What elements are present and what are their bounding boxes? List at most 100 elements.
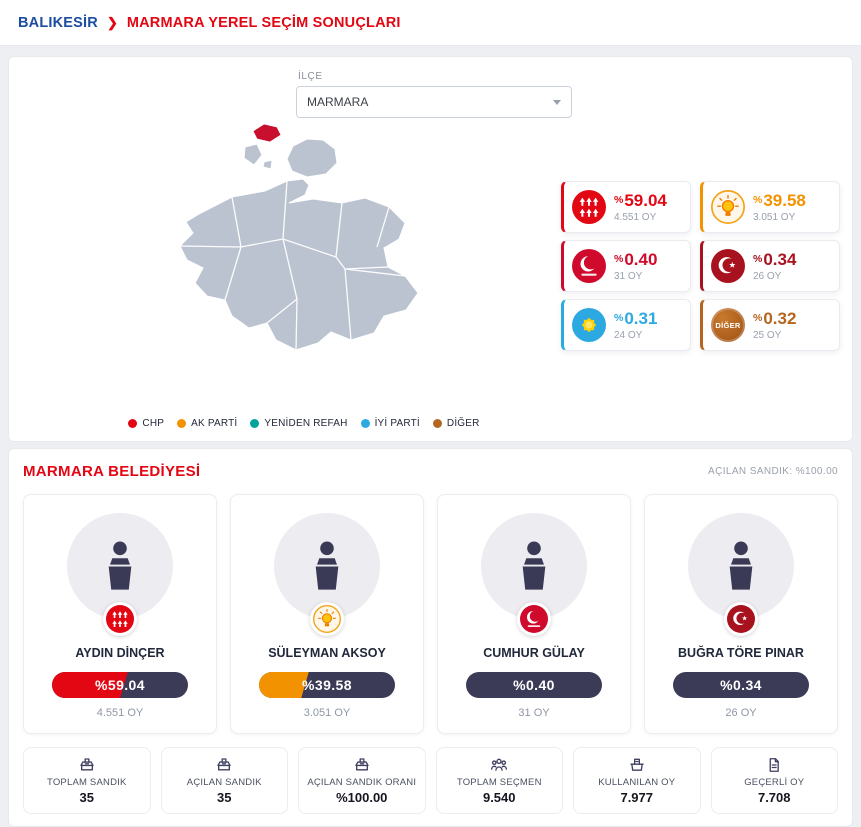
legend-dot [360, 419, 370, 428]
stat-value: 9.540 [482, 790, 516, 805]
legend-dot [177, 419, 187, 428]
opened-ballot-label: AÇILAN SANDIK: %100.00 [708, 466, 838, 477]
province-map [137, 119, 507, 373]
yenidenrefah-logo-icon [520, 605, 548, 633]
zafer-logo-icon [727, 605, 755, 633]
legend-item: DİĞER [432, 418, 480, 429]
candidate-percent-bar: %0.40 [466, 672, 602, 698]
ballot-box-icon [80, 758, 94, 771]
candidate-percent-bar: %59.04 [52, 672, 188, 698]
breadcrumb-city-link[interactable]: BALIKESİR [18, 14, 98, 31]
podium-speaker-icon [315, 541, 339, 590]
stat-value: 35 [79, 790, 94, 805]
ballot-box-icon [217, 758, 231, 771]
result-percent: %59.04 [614, 190, 667, 210]
candidate-percent: %39.58 [302, 677, 352, 693]
candidate-votes: 26 OY [725, 707, 757, 719]
iyiparti-logo-icon [572, 308, 606, 342]
district-borders [179, 180, 406, 351]
district-filter-label: İLÇE [298, 71, 323, 82]
stat-gecerli-oy: GEÇERLİ OY 7.708 [710, 747, 838, 814]
map-legend: CHP AK PARTİ YENİDEN REFAH İYİ PARTİ DİĞ… [119, 418, 489, 429]
district-select[interactable]: MARMARA [296, 86, 572, 118]
stat-value: 7.708 [757, 790, 791, 805]
yenidenrefah-logo-icon [572, 249, 606, 283]
candidate-percent-bar: %39.58 [259, 672, 395, 698]
stat-value: 7.977 [620, 790, 654, 805]
municipality-header: MARMARA BELEDİYESİ AÇILAN SANDIK: %100.0… [23, 463, 838, 480]
candidate-percent: %0.34 [720, 677, 762, 693]
candidate-name: BUĞRA TÖRE PINAR [678, 646, 804, 660]
stats-row: TOPLAM SANDIK 35 AÇILAN SANDIK 35 AÇILAN… [23, 747, 838, 814]
result-card-chp: %59.04 4.551 OY [561, 181, 691, 233]
chp-logo-icon [106, 605, 134, 633]
stat-toplam-sandik: TOPLAM SANDIK 35 [23, 747, 151, 814]
candidate-card: BUĞRA TÖRE PINAR %0.34 26 OY [644, 494, 838, 734]
result-votes: 24 OY [614, 329, 643, 341]
candidate-percent: %0.40 [513, 677, 555, 693]
stat-label: TOPLAM SANDIK [47, 777, 127, 788]
candidate-name: CUMHUR GÜLAY [483, 646, 585, 660]
result-percent: %0.34 [753, 249, 797, 269]
result-votes: 4.551 OY [614, 211, 657, 223]
stat-acilan-sandik-orani: AÇILAN SANDIK ORANI %100.00 [298, 747, 426, 814]
ballot-box-icon [355, 758, 369, 771]
district-shape-peninsula [286, 138, 338, 178]
stat-label: KULLANILAN OY [598, 777, 676, 788]
breadcrumb: BALIKESİR ❯ MARMARA YEREL SEÇİM SONUÇLAR… [0, 0, 861, 46]
district-shape-island [243, 143, 263, 166]
candidate-avatar [274, 513, 380, 619]
result-percent: %39.58 [753, 190, 806, 210]
district-filter: İLÇE MARMARA [296, 71, 572, 118]
candidate-votes: 4.551 OY [96, 707, 144, 719]
stat-label: AÇILAN SANDIK ORANI [307, 777, 417, 788]
party-results-grid: %59.04 4.551 OY %39.58 3.051 OY [561, 181, 840, 351]
candidate-party-badge [310, 602, 344, 636]
candidate-percent: %59.04 [95, 677, 145, 693]
municipality-title: MARMARA BELEDİYESİ [23, 463, 201, 480]
candidate-cards: AYDIN DİNÇER %59.04 4.551 OY [23, 494, 838, 734]
chp-logo-icon [572, 190, 606, 224]
chevron-right-icon: ❯ [106, 14, 118, 30]
podium-speaker-icon [108, 541, 132, 590]
akparti-logo-icon [711, 190, 745, 224]
podium-speaker-icon [522, 541, 546, 590]
result-percent: %0.32 [753, 308, 797, 328]
stat-label: GEÇERLİ OY [744, 777, 805, 788]
result-card-iyiparti: %0.31 24 OY [561, 299, 691, 351]
podium-speaker-icon [729, 541, 753, 590]
province-map-svg [179, 123, 419, 351]
stat-value: %100.00 [336, 790, 388, 805]
zafer-logo-icon [711, 249, 745, 283]
result-card-zafer: %0.34 26 OY [700, 240, 840, 292]
vote-cast-icon [630, 758, 644, 771]
result-percent: %0.40 [614, 249, 658, 269]
legend-item: İYİ PARTİ [360, 418, 420, 429]
municipality-section: MARMARA BELEDİYESİ AÇILAN SANDIK: %100.0… [8, 448, 853, 827]
document-icon [769, 758, 780, 772]
result-votes: 26 OY [753, 270, 782, 282]
page-title: MARMARA YEREL SEÇİM SONUÇLARI [126, 14, 401, 31]
candidate-avatar [688, 513, 794, 619]
legend-item: YENİDEN REFAH [250, 418, 347, 429]
stat-acilan-sandik: AÇILAN SANDIK 35 [160, 747, 288, 814]
district-marmara-selected [252, 123, 282, 143]
diger-logo-icon: DİĞER [711, 308, 745, 342]
candidate-card: CUMHUR GÜLAY %0.40 31 OY [437, 494, 631, 734]
candidate-avatar [481, 513, 587, 619]
people-icon [491, 758, 508, 771]
result-percent: %0.31 [614, 308, 658, 328]
akparti-logo-icon [313, 605, 341, 633]
candidate-party-badge [517, 602, 551, 636]
candidate-votes: 3.051 OY [303, 707, 351, 719]
legend-dot [432, 419, 442, 428]
result-card-akparti: %39.58 3.051 OY [700, 181, 840, 233]
stat-toplam-secmen: TOPLAM SEÇMEN 9.540 [435, 747, 563, 814]
stat-value: 35 [217, 790, 232, 805]
district-shape-mainland [179, 178, 419, 351]
district-results-card: İLÇE MARMARA %59.04 [8, 56, 853, 442]
district-select-value: MARMARA [307, 95, 369, 109]
stat-label: TOPLAM SEÇMEN [456, 777, 542, 788]
stat-kullanilan-oy: KULLANILAN OY 7.977 [573, 747, 701, 814]
